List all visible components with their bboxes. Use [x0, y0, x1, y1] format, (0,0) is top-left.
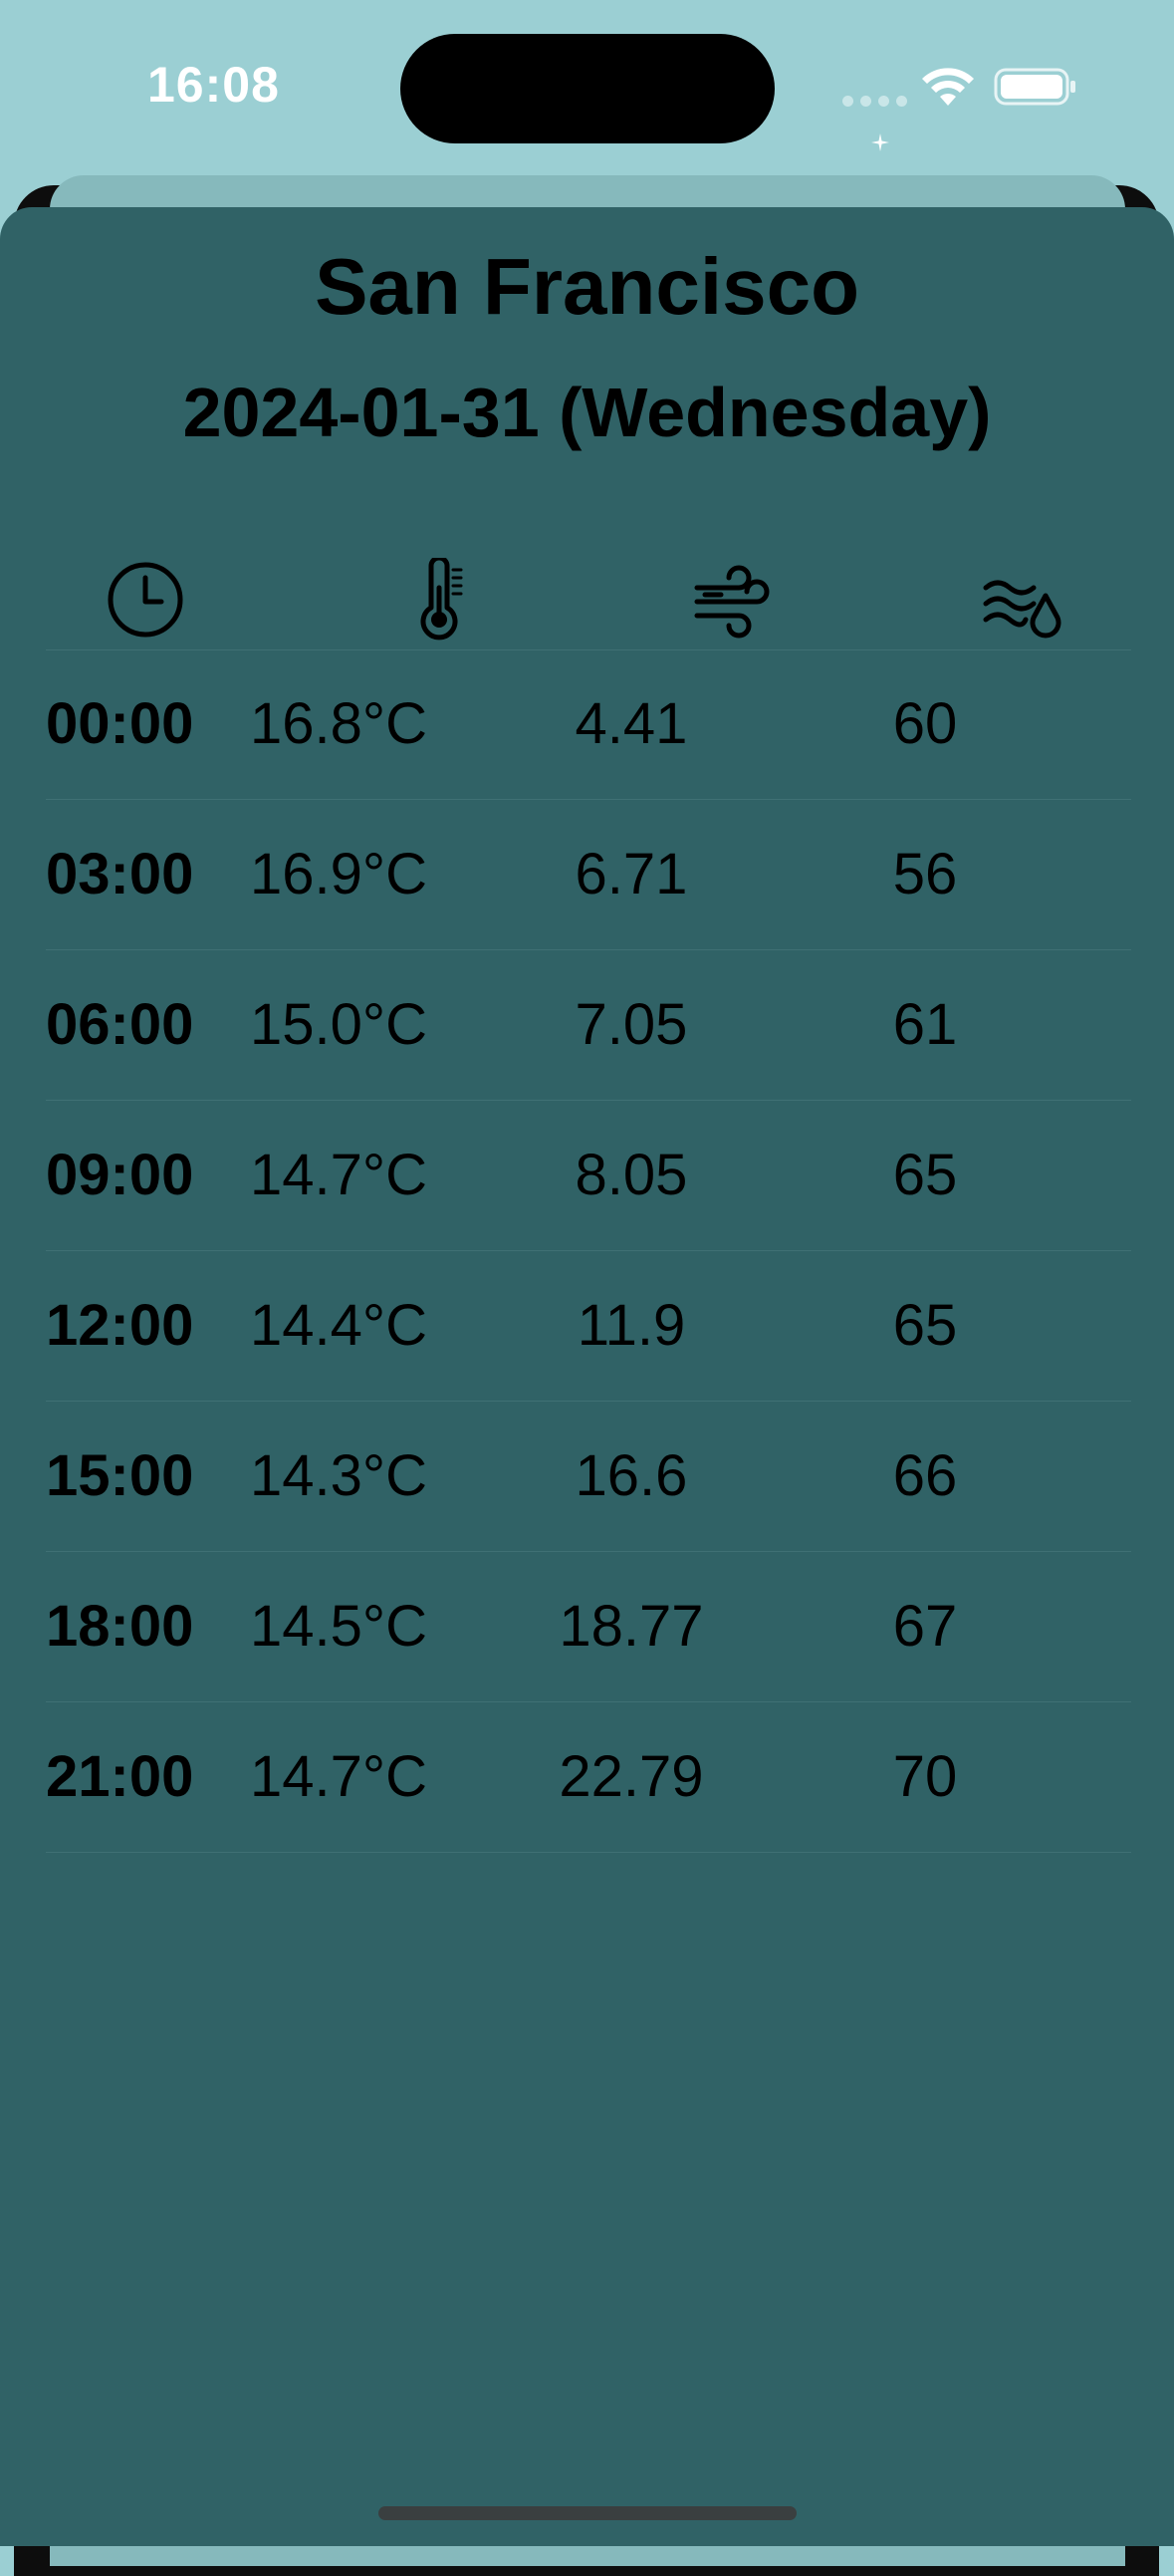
- status-time: 16:08: [147, 57, 280, 113]
- wind-cell: 22.79: [559, 1744, 704, 1809]
- time-cell: 18:00: [46, 1594, 194, 1659]
- table-row: 09:00 14.7°C 8.05 65: [46, 1101, 1131, 1251]
- time-cell: 06:00: [46, 992, 194, 1057]
- humidity-cell: 65: [892, 1143, 958, 1207]
- table-row: 21:00 14.7°C 22.79 70: [46, 1702, 1131, 1853]
- table-header: [46, 558, 1131, 650]
- home-indicator[interactable]: [378, 2506, 797, 2520]
- wind-cell: 6.71: [575, 842, 688, 906]
- temperature-cell: 14.7°C: [250, 1143, 427, 1207]
- table-row: 06:00 15.0°C 7.05 61: [46, 950, 1131, 1101]
- temperature-cell: 14.4°C: [250, 1293, 427, 1358]
- wind-icon: [694, 565, 770, 639]
- time-cell: 09:00: [46, 1143, 194, 1207]
- temperature-cell: 14.7°C: [250, 1744, 427, 1809]
- table-row: 18:00 14.5°C 18.77 67: [46, 1552, 1131, 1702]
- humidity-cell: 60: [892, 691, 958, 756]
- wind-cell: 4.41: [575, 691, 688, 756]
- battery-icon: [994, 68, 1075, 106]
- time-cell: 15:00: [46, 1443, 194, 1508]
- thermometer-icon: [420, 558, 463, 641]
- humidity-cell: 65: [892, 1293, 958, 1358]
- humidity-cell: 61: [892, 992, 958, 1057]
- humidity-cell: 56: [892, 842, 958, 906]
- table-row: 00:00 16.8°C 4.41 60: [46, 649, 1131, 800]
- status-bar: 16:08: [0, 0, 1174, 169]
- clock-icon: [108, 562, 183, 638]
- humidity-cell: 66: [892, 1443, 958, 1508]
- temperature-cell: 16.8°C: [250, 691, 427, 756]
- humidity-cell: 70: [892, 1744, 958, 1809]
- humidity-cell: 67: [892, 1594, 958, 1659]
- dynamic-island: [400, 34, 775, 143]
- city-title: San Francisco: [315, 242, 859, 331]
- table-row: 15:00 14.3°C 16.6 66: [46, 1402, 1131, 1552]
- table-row: 12:00 14.4°C 11.9 65: [46, 1251, 1131, 1402]
- time-cell: 21:00: [46, 1744, 194, 1809]
- temperature-cell: 16.9°C: [250, 842, 427, 906]
- temperature-cell: 14.5°C: [250, 1594, 427, 1659]
- temperature-cell: 14.3°C: [250, 1443, 427, 1508]
- wind-cell: 16.6: [575, 1443, 688, 1508]
- humidity-icon: [983, 580, 1061, 639]
- sparkle-icon: [871, 133, 889, 151]
- time-cell: 00:00: [46, 691, 194, 756]
- wind-cell: 11.9: [577, 1293, 686, 1358]
- wind-cell: 7.05: [575, 992, 688, 1057]
- temperature-cell: 15.0°C: [250, 992, 427, 1057]
- date-subtitle: 2024-01-31 (Wednesday): [182, 374, 992, 451]
- time-cell: 12:00: [46, 1293, 194, 1358]
- table-row: 03:00 16.9°C 6.71 56: [46, 800, 1131, 950]
- weather-sheet[interactable]: [0, 207, 1174, 2546]
- wind-cell: 18.77: [559, 1594, 704, 1659]
- wifi-icon: [922, 68, 974, 106]
- time-cell: 03:00: [46, 842, 194, 906]
- cellular-signal-icon: [842, 96, 907, 107]
- wind-cell: 8.05: [575, 1143, 688, 1207]
- forecast-table: 00:00 16.8°C 4.41 60 03:00 16.9°C 6.71 5…: [46, 649, 1131, 1853]
